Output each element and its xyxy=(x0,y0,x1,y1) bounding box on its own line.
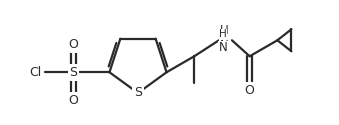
Text: O: O xyxy=(68,94,78,107)
Text: S: S xyxy=(134,86,142,100)
Text: N: N xyxy=(219,41,227,54)
Text: S: S xyxy=(69,66,78,79)
Text: O: O xyxy=(245,84,255,97)
Text: O: O xyxy=(68,38,78,51)
Text: H: H xyxy=(219,29,227,39)
Text: Cl: Cl xyxy=(29,66,41,79)
Text: H
N: H N xyxy=(220,24,228,52)
